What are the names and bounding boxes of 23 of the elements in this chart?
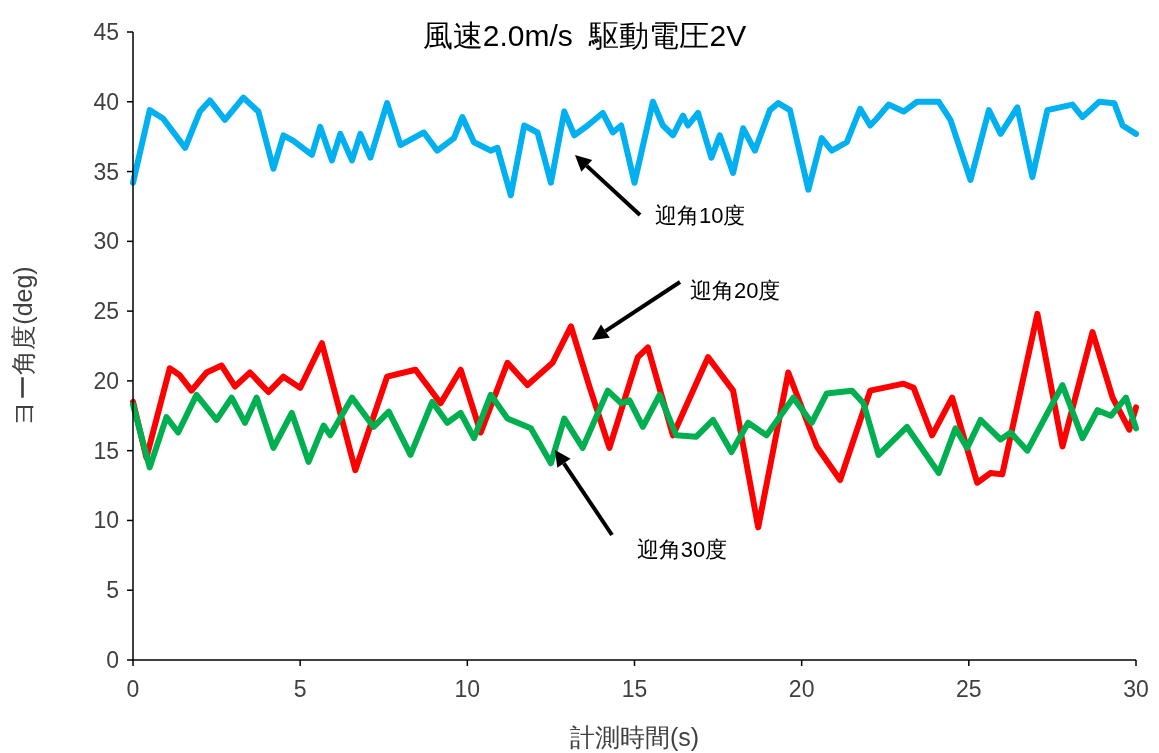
x-axis-title: 計測時間(s) bbox=[569, 723, 700, 751]
y-tick-label: 25 bbox=[93, 298, 119, 325]
y-tick-label: 10 bbox=[93, 507, 119, 534]
annotation: 迎角20度 bbox=[690, 278, 781, 303]
x-tick-label: 25 bbox=[956, 676, 982, 702]
y-tick-label: 20 bbox=[93, 367, 119, 394]
y-tick-label: 0 bbox=[106, 647, 119, 673]
x-tick-label: 5 bbox=[293, 676, 307, 702]
y-tick-label: 35 bbox=[93, 158, 119, 185]
y-tick-label: 40 bbox=[93, 88, 119, 115]
annotation: 迎角30度 bbox=[636, 537, 728, 562]
x-tick-label: 15 bbox=[621, 676, 648, 702]
y-tick-label: 15 bbox=[93, 437, 119, 464]
y-tick-label: 5 bbox=[106, 577, 119, 604]
x-tick-label: 20 bbox=[788, 676, 815, 702]
chart-title: 風速2.0m/s 駆動電圧2V bbox=[422, 19, 747, 52]
annotation: 迎角10度 bbox=[655, 203, 746, 228]
x-tick-label: 10 bbox=[454, 676, 481, 702]
x-tick-label: 30 bbox=[1123, 676, 1149, 702]
y-tick-label: 45 bbox=[93, 19, 119, 45]
y-axis-title: ヨー角度(deg) bbox=[9, 266, 37, 426]
y-tick-label: 30 bbox=[93, 228, 119, 255]
x-tick-label: 0 bbox=[126, 676, 140, 702]
